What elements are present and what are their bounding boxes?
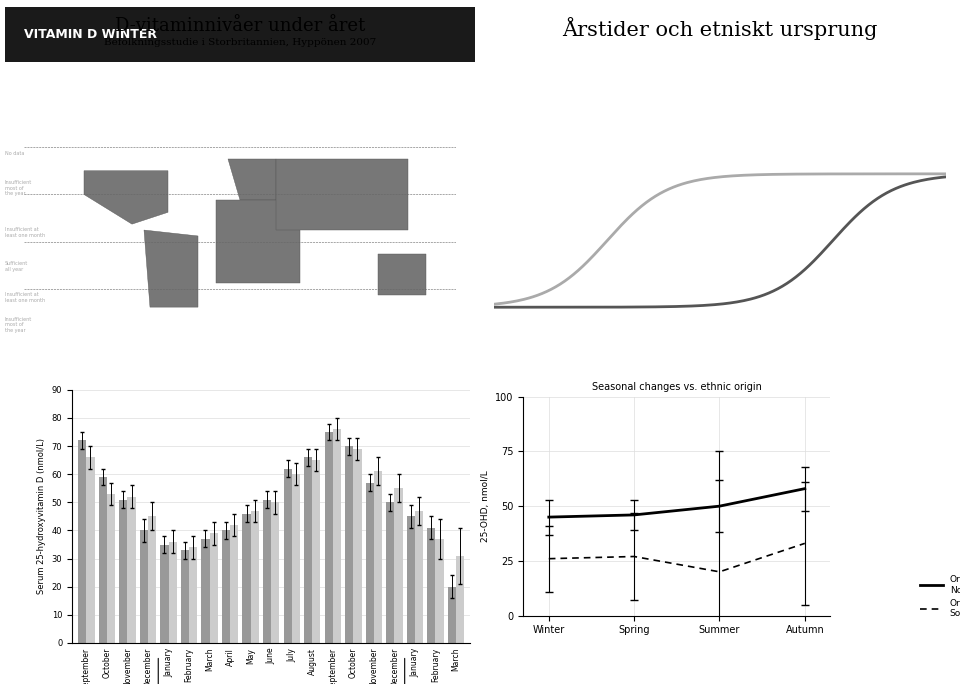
Bar bbox=[366, 483, 373, 643]
Bar bbox=[251, 511, 259, 643]
Text: No data: No data bbox=[5, 151, 24, 157]
Bar bbox=[107, 494, 115, 643]
Bar bbox=[148, 516, 156, 643]
Bar bbox=[456, 556, 465, 643]
Bar bbox=[128, 497, 135, 643]
Bar bbox=[243, 514, 251, 643]
Bar bbox=[312, 460, 321, 643]
Bar bbox=[447, 587, 456, 643]
Text: are most intense nearest the equator, where sunlight travels the least
distance : are most intense nearest the equator, wh… bbox=[245, 72, 467, 103]
Bar bbox=[407, 516, 415, 643]
Bar bbox=[222, 531, 230, 643]
Text: Insufficient at
least one month: Insufficient at least one month bbox=[5, 227, 45, 238]
Bar bbox=[169, 542, 177, 643]
Text: Insufficient at
least one month: Insufficient at least one month bbox=[5, 292, 45, 303]
Bar bbox=[180, 550, 189, 643]
Bar bbox=[346, 446, 353, 643]
Title: Seasonal changes vs. ethnic origin: Seasonal changes vs. ethnic origin bbox=[592, 382, 761, 392]
Text: Insufficient
most of
the year: Insufficient most of the year bbox=[5, 317, 32, 333]
Text: White skin: White skin bbox=[574, 122, 626, 131]
Bar bbox=[436, 539, 444, 643]
Bar bbox=[373, 471, 382, 643]
Text: Yield of vitamin D: Yield of vitamin D bbox=[480, 185, 490, 259]
Bar bbox=[86, 458, 95, 643]
Bar bbox=[283, 469, 292, 643]
Text: UVB Intensity: UVB Intensity bbox=[216, 137, 264, 143]
Bar bbox=[386, 502, 395, 643]
Bar bbox=[202, 539, 209, 643]
Text: Insufficient
most of
the year: Insufficient most of the year bbox=[5, 180, 32, 196]
Text: Very Dark skin: Very Dark skin bbox=[838, 122, 909, 131]
Bar bbox=[415, 511, 423, 643]
Bar bbox=[160, 544, 169, 643]
Bar bbox=[304, 458, 312, 643]
Bar bbox=[99, 477, 107, 643]
Text: Årstider och etniskt ursprung: Årstider och etniskt ursprung bbox=[563, 17, 877, 40]
Text: 120 min: 120 min bbox=[817, 317, 863, 326]
Text: D-vitaminnivåer under året: D-vitaminnivåer under året bbox=[115, 17, 365, 35]
Bar bbox=[292, 474, 300, 643]
Bar bbox=[324, 432, 333, 643]
Text: 20 min: 20 min bbox=[547, 317, 586, 326]
Bar bbox=[272, 502, 279, 643]
Text: Same capacity for vit D, different exposure-time requirements: Same capacity for vit D, different expos… bbox=[588, 105, 852, 114]
Bar bbox=[209, 534, 218, 643]
Bar bbox=[263, 499, 272, 643]
Text: Befolkningsstudie i Storbritannien, Hyppönen 2007: Befolkningsstudie i Storbritannien, Hypp… bbox=[104, 38, 376, 47]
Bar bbox=[395, 488, 402, 643]
Bar bbox=[230, 525, 238, 643]
Bar bbox=[119, 499, 128, 643]
Text: Exposure to UVB radiation in sunlight is the single greatest source of
vitamin D: Exposure to UVB radiation in sunlight is… bbox=[14, 72, 240, 103]
FancyBboxPatch shape bbox=[5, 7, 475, 62]
Bar bbox=[333, 430, 341, 643]
Bar bbox=[353, 449, 362, 643]
Y-axis label: 25-OHD, nmol/L: 25-OHD, nmol/L bbox=[481, 471, 490, 542]
Legend: Origin
Northern, Origin
Southern: Origin Northern, Origin Southern bbox=[917, 572, 960, 622]
Bar bbox=[140, 531, 148, 643]
Text: Hur D-vitaminproduktionen i huden
varierar med hudfärgen
och tid i UVB-ljus: Hur D-vitaminproduktionen i huden varier… bbox=[597, 27, 843, 78]
Text: VITAMIN D WINTER: VITAMIN D WINTER bbox=[24, 27, 157, 41]
Y-axis label: Serum 25-hydroxyvitamin D (nmol/L): Serum 25-hydroxyvitamin D (nmol/L) bbox=[37, 438, 46, 594]
Bar bbox=[78, 440, 86, 643]
Bar bbox=[427, 527, 436, 643]
Text: Sufficient
all year: Sufficient all year bbox=[5, 261, 28, 272]
Bar bbox=[189, 547, 197, 643]
